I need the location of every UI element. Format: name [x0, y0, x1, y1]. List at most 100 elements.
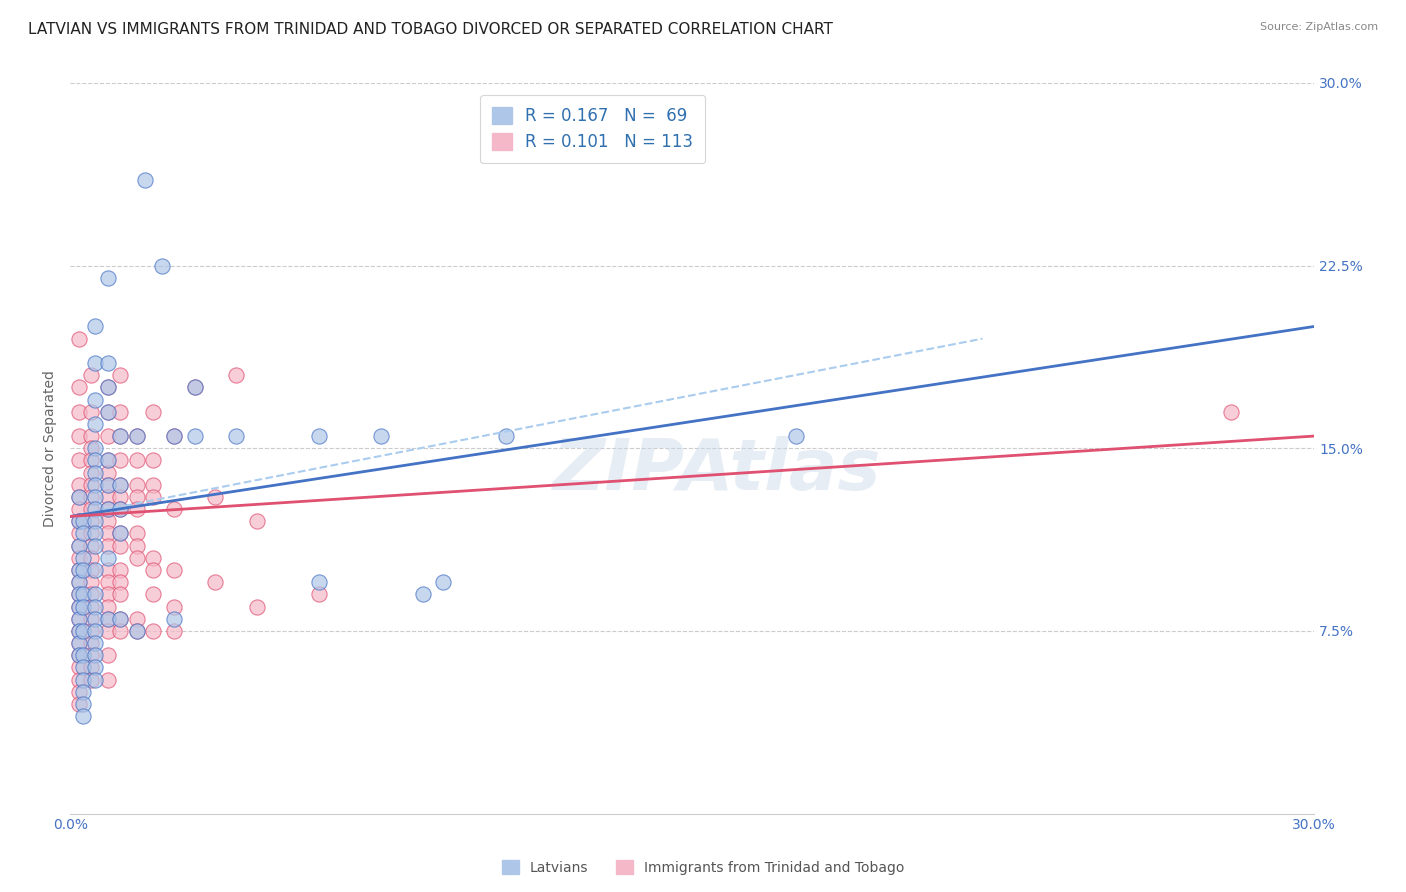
- Point: [97, 612, 120, 626]
- Point: [67, 380, 90, 394]
- Point: [67, 539, 90, 553]
- Point: [80, 539, 103, 553]
- Point: [97, 477, 120, 491]
- Point: [84, 453, 107, 467]
- Point: [97, 587, 120, 601]
- Point: [125, 624, 148, 638]
- Point: [125, 612, 148, 626]
- Point: [84, 392, 107, 407]
- Point: [142, 550, 165, 565]
- Point: [72, 550, 94, 565]
- Point: [125, 477, 148, 491]
- Point: [84, 587, 107, 601]
- Point: [84, 673, 107, 687]
- Point: [67, 550, 90, 565]
- Point: [125, 539, 148, 553]
- Point: [80, 466, 103, 480]
- Point: [84, 648, 107, 663]
- Point: [84, 490, 107, 504]
- Point: [108, 429, 131, 443]
- Point: [97, 429, 120, 443]
- Point: [163, 563, 186, 577]
- Point: [80, 442, 103, 456]
- Point: [150, 259, 173, 273]
- Point: [67, 612, 90, 626]
- Point: [225, 429, 247, 443]
- Point: [67, 636, 90, 650]
- Point: [80, 368, 103, 383]
- Point: [97, 502, 120, 516]
- Point: [67, 697, 90, 711]
- Point: [67, 685, 90, 699]
- Point: [80, 526, 103, 541]
- Point: [412, 587, 434, 601]
- Point: [125, 453, 148, 467]
- Point: [97, 673, 120, 687]
- Point: [97, 539, 120, 553]
- Point: [84, 563, 107, 577]
- Point: [72, 587, 94, 601]
- Point: [97, 526, 120, 541]
- Point: [67, 648, 90, 663]
- Point: [204, 575, 226, 590]
- Point: [84, 612, 107, 626]
- Point: [67, 624, 90, 638]
- Point: [246, 599, 269, 614]
- Point: [97, 380, 120, 394]
- Point: [163, 624, 186, 638]
- Point: [125, 502, 148, 516]
- Point: [97, 624, 120, 638]
- Point: [67, 477, 90, 491]
- Point: [134, 173, 156, 187]
- Point: [72, 685, 94, 699]
- Point: [183, 380, 205, 394]
- Point: [67, 332, 90, 346]
- Point: [108, 477, 131, 491]
- Point: [80, 477, 103, 491]
- Point: [84, 417, 107, 431]
- Point: [142, 490, 165, 504]
- Point: [204, 490, 226, 504]
- Point: [108, 563, 131, 577]
- Point: [125, 550, 148, 565]
- Point: [97, 453, 120, 467]
- Point: [1220, 405, 1243, 419]
- Point: [108, 502, 131, 516]
- Point: [225, 368, 247, 383]
- Point: [67, 490, 90, 504]
- Text: Source: ZipAtlas.com: Source: ZipAtlas.com: [1260, 22, 1378, 32]
- Point: [67, 563, 90, 577]
- Point: [80, 563, 103, 577]
- Point: [84, 466, 107, 480]
- Point: [125, 624, 148, 638]
- Point: [125, 429, 148, 443]
- Point: [142, 453, 165, 467]
- Point: [67, 612, 90, 626]
- Point: [84, 660, 107, 674]
- Point: [108, 587, 131, 601]
- Point: [785, 429, 807, 443]
- Point: [84, 539, 107, 553]
- Point: [80, 550, 103, 565]
- Point: [183, 429, 205, 443]
- Point: [246, 514, 269, 528]
- Point: [67, 539, 90, 553]
- Point: [67, 599, 90, 614]
- Point: [72, 709, 94, 723]
- Point: [72, 673, 94, 687]
- Point: [67, 624, 90, 638]
- Point: [67, 660, 90, 674]
- Point: [142, 477, 165, 491]
- Point: [67, 405, 90, 419]
- Point: [80, 453, 103, 467]
- Point: [97, 514, 120, 528]
- Point: [108, 502, 131, 516]
- Point: [67, 648, 90, 663]
- Point: [108, 429, 131, 443]
- Point: [80, 587, 103, 601]
- Point: [84, 319, 107, 334]
- Point: [97, 380, 120, 394]
- Point: [108, 612, 131, 626]
- Point: [125, 526, 148, 541]
- Point: [97, 648, 120, 663]
